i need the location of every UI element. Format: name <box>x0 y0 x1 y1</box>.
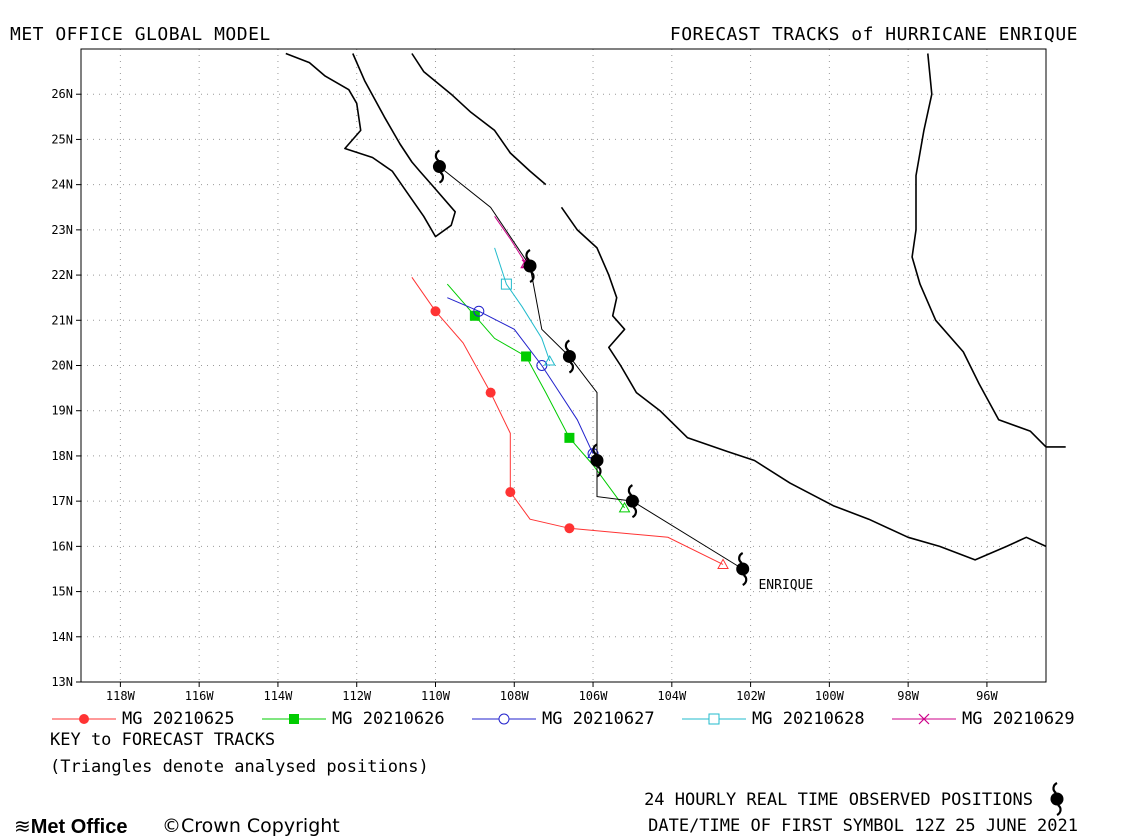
hurricane-symbol-icon <box>432 149 446 184</box>
lat-tick-label: 15N <box>51 585 73 599</box>
legend-label: MG 20210629 <box>962 709 1075 729</box>
lon-tick-label: 112W <box>342 689 372 700</box>
met-office-waves-icon: ≋ <box>14 816 31 838</box>
met-office-logo: ≋Met Office <box>14 816 128 838</box>
forecast-point <box>564 432 575 443</box>
lat-tick-label: 23N <box>51 223 73 237</box>
hurricane-symbol-icon <box>625 484 639 519</box>
header-title-right: FORECAST TRACKS of HURRICANE ENRIQUE <box>669 24 1078 45</box>
legend-label: MG 20210626 <box>332 709 445 729</box>
key-note: (Triangles denote analysed positions) <box>50 757 429 777</box>
lat-tick-label: 18N <box>51 449 73 463</box>
forecast-track-map: 118W 116W 114W 112W 110W 108W 106W 104W 102W 100W… <box>51 48 1066 700</box>
forecast-track-line <box>411 277 724 565</box>
forecast-point <box>500 278 512 290</box>
legend-label: MG 20210627 <box>542 709 655 729</box>
forecast-track-line <box>494 216 527 265</box>
lon-tick-label: 114W <box>263 689 293 700</box>
header-title-left: MET OFFICE GLOBAL MODEL <box>10 24 271 45</box>
forecast-point <box>505 487 516 498</box>
observed-positions-note: 24 HOURLY REAL TIME OBSERVED POSITIONS <box>644 790 1033 810</box>
forecast-point <box>473 305 485 317</box>
lon-tick-label: 102W <box>736 689 766 700</box>
key-title: KEY to FORECAST TRACKS <box>50 730 276 750</box>
lon-tick-label: 118W <box>106 689 136 700</box>
coastline <box>285 52 457 238</box>
copyright-notice: ©Crown Copyright <box>162 815 340 837</box>
forecast-point <box>564 523 575 534</box>
forecast-point <box>430 306 441 317</box>
lon-tick-label: 110W <box>421 689 451 700</box>
lat-tick-label: 22N <box>51 268 73 282</box>
lat-tick-label: 19N <box>51 404 73 418</box>
lat-tick-label: 26N <box>51 87 73 101</box>
lat-tick-label: 21N <box>51 313 73 327</box>
hurricane-symbol-icon <box>523 249 537 284</box>
hurricane-symbol-icon <box>562 339 576 374</box>
lat-tick-label: 25N <box>51 132 73 146</box>
forecast-track-line <box>447 297 594 454</box>
hurricane-symbol-icon <box>736 551 750 586</box>
coastline <box>911 53 1066 448</box>
lat-tick-label: 20N <box>51 359 73 373</box>
lon-tick-label: 106W <box>579 689 609 700</box>
lon-tick-label: 108W <box>500 689 530 700</box>
lat-tick-label: 17N <box>51 494 73 508</box>
legend-symbol-filled-circle-icon <box>52 714 116 724</box>
lat-tick-label: 16N <box>51 539 73 553</box>
legend-symbol-cross-icon <box>892 713 956 725</box>
first-symbol-datetime: DATE/TIME OF FIRST SYMBOL 12Z 25 JUNE 20… <box>648 816 1078 836</box>
lon-tick-label: 100W <box>815 689 845 700</box>
legend-symbol-open-square-icon <box>682 713 746 725</box>
legend-symbol-filled-square-icon <box>262 714 326 724</box>
lat-tick-label: 13N <box>51 675 73 689</box>
storm-name-label: ENRIQUE <box>758 578 813 593</box>
coastline <box>560 206 1047 561</box>
observed-track-line <box>439 166 743 570</box>
legend-symbol-open-circle-icon <box>472 713 536 725</box>
lon-tick-label: 98W <box>897 689 919 700</box>
lon-tick-label: 116W <box>185 689 215 700</box>
lat-tick-label: 14N <box>51 630 73 644</box>
lat-tick-label: 24N <box>51 178 73 192</box>
coastline <box>411 53 547 186</box>
hurricane-symbol-icon <box>1050 782 1064 816</box>
lon-tick-label: 104W <box>657 689 687 700</box>
hurricane-symbol-icon <box>590 443 604 478</box>
legend-label: MG 20210628 <box>752 709 865 729</box>
forecast-point <box>469 310 480 321</box>
lon-tick-label: 96W <box>976 689 998 700</box>
analysed-position-triangle <box>717 558 729 569</box>
forecast-point <box>485 387 496 398</box>
analysed-position-triangle <box>543 354 556 366</box>
forecast-point <box>536 360 548 371</box>
forecast-track-line <box>494 247 551 362</box>
analysed-position-triangle <box>618 501 631 513</box>
legend-label: MG 20210625 <box>122 709 235 729</box>
forecast-point <box>521 351 532 362</box>
